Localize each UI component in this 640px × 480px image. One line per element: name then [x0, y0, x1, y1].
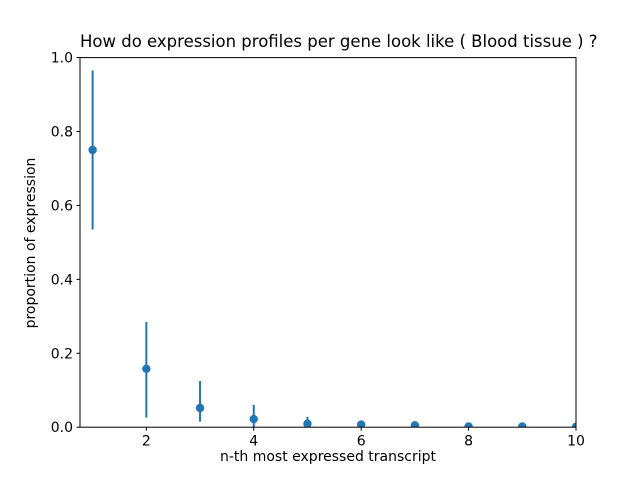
y-tick-label: 0.4 — [51, 272, 73, 288]
axes-spines — [79, 57, 577, 428]
x-tick-label: 8 — [464, 434, 473, 450]
data-point — [464, 422, 473, 428]
data-point — [195, 403, 205, 413]
x-axis-label: n-th most expressed transcript — [219, 449, 437, 465]
y-axis-label: proportion of expression — [23, 157, 39, 329]
x-tick-label: 6 — [357, 434, 366, 450]
data-point — [518, 422, 527, 428]
data-point — [356, 420, 366, 428]
y-tick-label: 0.0 — [51, 420, 73, 436]
data-point — [410, 421, 420, 428]
y-tick-label: 0.2 — [51, 346, 73, 362]
x-tick-label: 2 — [142, 434, 151, 450]
data-point — [88, 145, 97, 155]
chart-title: How do expression profiles per gene look… — [80, 32, 598, 51]
data-point — [571, 422, 576, 428]
data-point — [142, 364, 151, 374]
x-tick-label: 10 — [567, 434, 585, 450]
data-point — [249, 414, 258, 424]
y-tick-label: 0.6 — [51, 198, 73, 214]
data-point — [303, 419, 312, 428]
y-tick-label: 1.0 — [51, 51, 73, 67]
data-series — [88, 70, 576, 428]
x-tick-label: 4 — [249, 434, 258, 450]
y-tick-label: 0.8 — [51, 125, 73, 141]
